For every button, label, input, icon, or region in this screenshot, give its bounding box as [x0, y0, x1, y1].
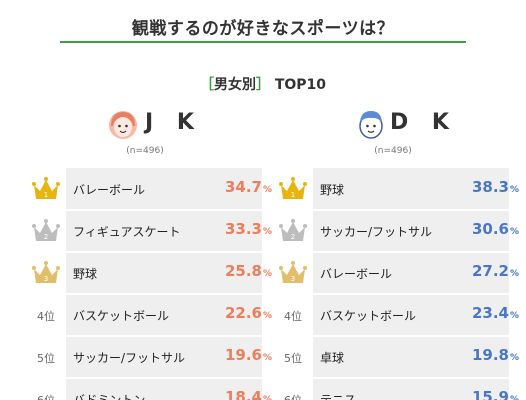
- percentage-value: 25.8%: [224, 262, 272, 280]
- percentage-value: 23.4%: [471, 304, 519, 322]
- sport-name: バスケットボール: [320, 309, 417, 323]
- dk-ranking-panel: [313, 168, 509, 400]
- crown-rank-number: 2: [44, 233, 48, 241]
- percentage-value: 27.2%: [471, 262, 519, 280]
- dk-sample-size: (n=496): [374, 146, 412, 156]
- jk-ranking-panel: [66, 168, 262, 400]
- rank-label: 5位: [37, 352, 55, 365]
- percentage-value: 33.3%: [224, 220, 272, 238]
- sport-name: バドミントン: [73, 393, 146, 400]
- percent-unit: %: [262, 269, 272, 279]
- row-divider: [313, 377, 509, 379]
- crown-rank-2-icon: 2: [32, 219, 60, 241]
- dk-label: D K: [390, 110, 457, 135]
- percentage-value: 30.6%: [471, 220, 519, 238]
- percent-unit: %: [509, 311, 519, 321]
- rank-label: 4位: [37, 310, 55, 323]
- sport-name: テニス: [320, 393, 357, 400]
- row-divider: [66, 377, 262, 379]
- crown-rank-number: 3: [44, 275, 48, 283]
- girl-avatar-icon: [109, 111, 137, 139]
- jk-label: J K: [145, 110, 202, 135]
- percent-unit: %: [262, 353, 272, 363]
- subtitle-open-bracket: ［: [199, 77, 214, 93]
- percentage-value: 19.6%: [224, 346, 272, 364]
- row-divider: [313, 293, 509, 295]
- percent-unit: %: [262, 227, 272, 237]
- sport-name: フィギュアスケート: [73, 225, 181, 239]
- crown-rank-1-icon: 1: [279, 177, 307, 199]
- sport-name: 野球: [73, 267, 98, 281]
- sport-name: 野球: [320, 183, 345, 197]
- rank-label: 5位: [284, 352, 302, 365]
- percentage-value: 15.9%: [472, 388, 519, 400]
- percentage-value: 22.6%: [224, 304, 272, 322]
- percent-unit: %: [262, 185, 272, 195]
- boy-avatar-icon: [359, 111, 383, 139]
- subtitle-main: 男女別: [213, 77, 256, 93]
- percentage-value: 38.3%: [471, 178, 519, 196]
- sport-name: バレーボール: [73, 183, 146, 197]
- percent-unit: %: [509, 395, 519, 400]
- sport-name: バスケットボール: [73, 309, 170, 323]
- row-divider: [66, 209, 262, 211]
- crown-rank-3-icon: 3: [32, 261, 60, 283]
- subtitle-suffix: TOP10: [274, 77, 327, 93]
- sport-name: 卓球: [320, 351, 345, 365]
- crown-rank-number: 1: [44, 191, 48, 199]
- percentage-value: 34.7%: [224, 178, 272, 196]
- row-divider: [66, 335, 262, 337]
- rank-label: 4位: [284, 310, 302, 323]
- row-divider: [313, 209, 509, 211]
- percentage-value: 18.4%: [225, 388, 272, 400]
- row-divider: [66, 293, 262, 295]
- percent-unit: %: [509, 227, 519, 237]
- percent-unit: %: [509, 269, 519, 279]
- percent-unit: %: [509, 185, 519, 195]
- subtitle: ［男女別］ TOP10: [0, 74, 526, 94]
- row-divider: [66, 251, 262, 253]
- rank-label: 6位: [31, 392, 61, 400]
- title-underline: [60, 41, 466, 43]
- crown-rank-number: 3: [291, 275, 295, 283]
- subtitle-close-bracket: ］: [255, 77, 270, 93]
- crown-rank-2-icon: 2: [279, 219, 307, 241]
- crown-rank-1-icon: 1: [32, 177, 60, 199]
- percent-unit: %: [262, 395, 272, 400]
- crown-rank-number: 1: [291, 191, 295, 199]
- chart-title: 観戦するのが好きなスポーツは？: [131, 19, 395, 39]
- percent-unit: %: [509, 353, 519, 363]
- row-divider: [313, 335, 509, 337]
- crown-rank-3-icon: 3: [279, 261, 307, 283]
- percentage-value: 19.8%: [471, 346, 519, 364]
- crown-rank-number: 2: [291, 233, 295, 241]
- sport-name: サッカー/フットサル: [320, 225, 433, 239]
- percent-unit: %: [262, 311, 272, 321]
- sport-name: バレーボール: [320, 267, 393, 281]
- rank-label: 6位: [278, 392, 308, 400]
- jk-sample-size: (n=496): [126, 146, 164, 156]
- row-divider: [313, 251, 509, 253]
- sport-name: サッカー/フットサル: [73, 351, 186, 365]
